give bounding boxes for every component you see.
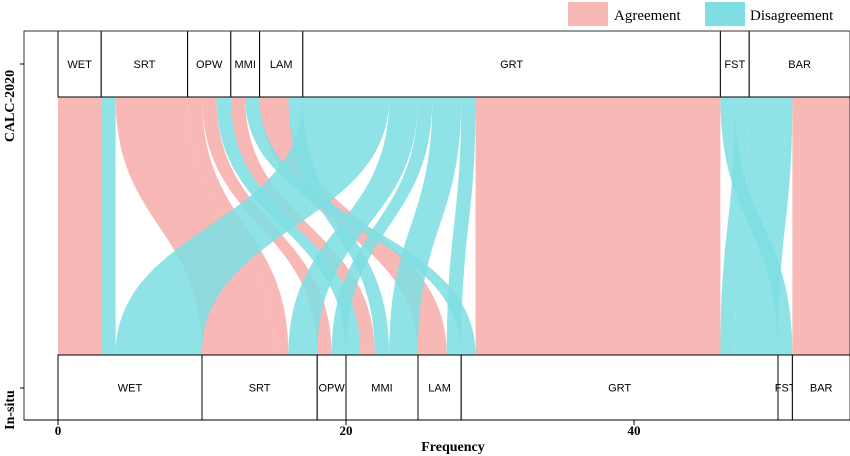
x-tick-label-0: 0 [55,423,62,438]
ticks-layer: 0 20 40 [55,420,641,438]
top-stratum-label-fst: FST [724,59,745,71]
top-stratum-srt [100,30,189,98]
top-stratum-label-lam: LAM [270,59,293,71]
bottom-stratum-wet [57,354,203,421]
flow-srt-to-wet [101,97,116,355]
top-stratum-grt [302,30,721,98]
bottom-stratum-label-srt: SRT [249,383,271,395]
flows-layer [58,97,850,355]
flow-fst-to-grt [720,97,750,355]
flow-grt-to-grt [475,97,721,355]
legend: Agreement Disagreement [568,2,834,26]
flow-grt-to-lam [446,97,476,355]
y-axis-label-bottom: In-situ [3,390,18,430]
y-axis-label-top: CALC-2020 [3,70,18,142]
bottom-stratum-label-wet: WET [118,383,143,395]
bottom-stratum-label-lam: LAM [428,383,451,395]
flow-grt-to-srt [288,97,418,355]
strata-layer: WET SRT OPW MMI LAM GRT FST BAR WET SRT OPW MMI LAM G… [57,30,850,421]
legend-swatch-disagreement [705,2,745,26]
legend-swatch-agreement [568,2,608,26]
bottom-stratum-label-fst: FST [775,383,796,395]
bottom-stratum-opw [316,354,347,421]
bottom-stratum-bar [791,354,850,421]
top-stratum-label-opw: OPW [196,59,223,71]
flow-grt-to-wet [115,97,390,355]
legend-label-agreement: Agreement [614,8,681,24]
flow-bar-to-grt [734,97,793,355]
flow-bar-to-bar [792,97,850,355]
bottom-stratum-label-grt: GRT [608,383,631,395]
flow-grt-to-opw [331,97,433,355]
axes-layer [23,30,850,421]
top-stratum-fst [719,30,750,98]
flow-grt-to-mmi [389,97,462,355]
bottom-stratum-label-mmi: MMI [371,383,392,395]
x-tick-label-40: 40 [628,423,641,438]
flow-mmi-to-mmi [230,97,375,355]
flow-srt-to-srt [115,97,274,355]
top-stratum-label-wet: WET [67,59,92,71]
top-stratum-label-bar: BAR [788,59,811,71]
top-stratum-wet [57,30,102,98]
top-stratum-label-srt: SRT [133,59,155,71]
bottom-stratum-label-opw: OPW [318,383,345,395]
x-tick-label-20: 20 [340,423,353,438]
top-stratum-lam [259,30,304,98]
bottom-stratum-mmi [345,354,419,421]
legend-label-disagreement: Disagreement [750,8,834,24]
top-stratum-label-mmi: MMI [235,59,256,71]
bottom-stratum-label-bar: BAR [810,383,833,395]
x-axis-label: Frequency [421,440,485,455]
top-stratum-opw [187,30,232,98]
flow-wet-to-wet [58,97,102,355]
top-stratum-label-grt: GRT [500,59,523,71]
top-stratum-bar [748,30,850,98]
bottom-stratum-srt [201,354,318,421]
bottom-stratum-grt [460,354,779,421]
